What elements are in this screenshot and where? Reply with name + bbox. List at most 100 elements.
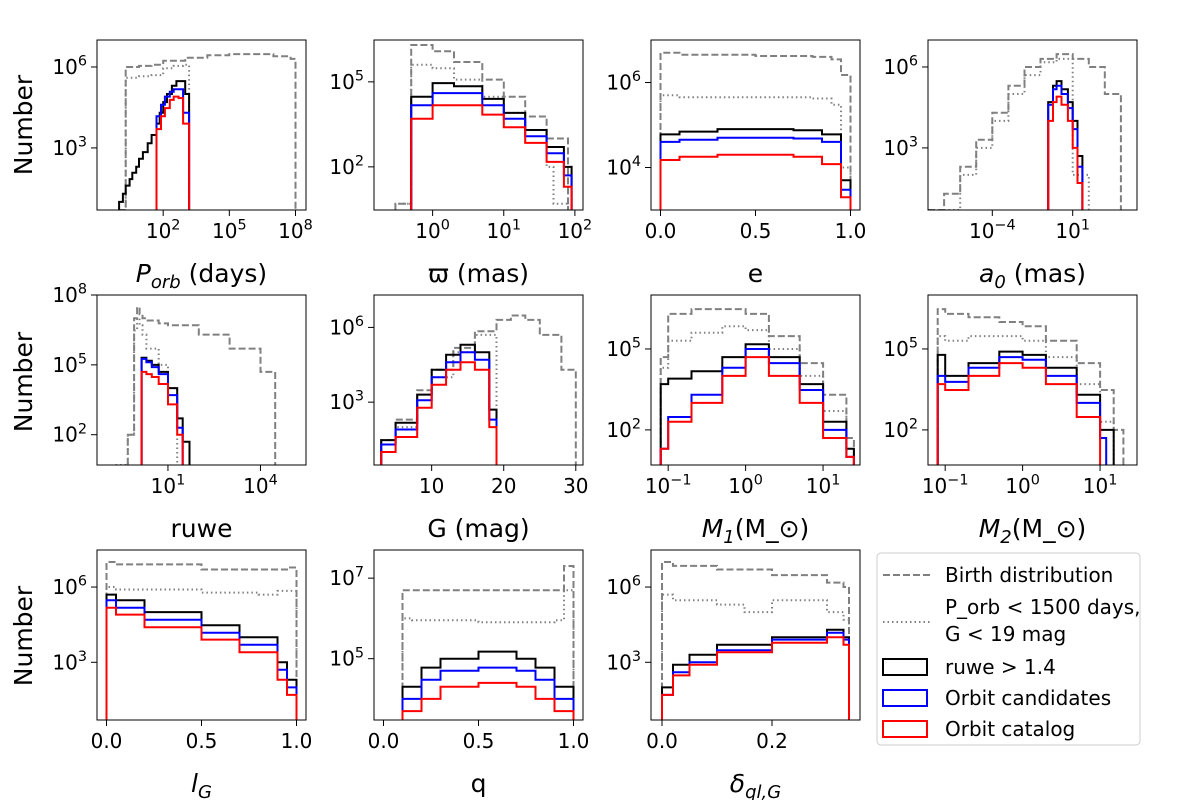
xtick-label-a0-0: 10−4 [969, 218, 1016, 243]
series-ruwe-m1 [659, 343, 855, 465]
ytick-label-q-0: 105 [329, 645, 364, 670]
xtick-label-dqlg-0: 0.0 [646, 729, 678, 753]
legend-box [876, 552, 1141, 746]
xlabel-m1: M1(M_⊙) [702, 514, 810, 548]
xtick-label-ecc-0: 0.0 [645, 219, 677, 243]
legend-ruwe-label: ruwe > 1.4 [945, 655, 1056, 679]
panel-dqlg: 0.0 0.2 103 106 δql,G [606, 549, 861, 800]
xlabel-ecc: e [748, 259, 763, 288]
axes-frame-a0 [927, 39, 1138, 211]
ytick-label-gmag-1: 106 [329, 314, 364, 339]
series-cut-m1 [659, 325, 855, 465]
series-cat-plx [410, 104, 573, 210]
xtick-label-plx-0: 100 [415, 218, 450, 243]
series-birth-lg [105, 561, 298, 720]
xtick-label-plx-1: 101 [486, 218, 521, 243]
series-cat-m1 [659, 356, 855, 465]
series-cand-plx [410, 92, 573, 210]
axes-frame-porb [96, 39, 307, 211]
ytick-label-ruwe-0: 102 [52, 421, 87, 446]
series-cut-a0 [944, 57, 1090, 210]
ylabel-row3: Number [9, 585, 38, 686]
series-cut-dqlg [661, 593, 850, 720]
series-cat-lg [105, 606, 298, 720]
series-cand-porb [155, 88, 191, 210]
ytick-label-m2-1: 105 [883, 336, 918, 361]
xtick-label-ecc-2: 1.0 [835, 219, 867, 243]
axes-frame-plx [373, 39, 584, 211]
xlabel-a0: a0 (mas) [979, 259, 1086, 293]
xtick-label-porb-0: 102 [146, 218, 181, 243]
series-cut-q [401, 589, 575, 720]
ytick-label-gmag-0: 103 [329, 389, 364, 414]
axes-frame-dqlg [650, 549, 861, 721]
series-ruwe-q [401, 650, 575, 720]
series-cat-ruwe [140, 370, 184, 465]
panel-lg: 0.0 0.5 1.0 103 106 lG [52, 549, 313, 800]
series-birth-q [401, 565, 575, 720]
series-cand-ecc [659, 136, 852, 210]
xlabel-gmag: G (mag) [427, 514, 529, 543]
xlabel-lg: lG [191, 769, 212, 800]
xtick-label-q-2: 1.0 [558, 729, 590, 753]
xtick-label-ecc-1: 0.5 [740, 219, 772, 243]
series-ruwe-m2 [936, 350, 1115, 465]
xtick-label-ruwe-1: 104 [243, 473, 278, 498]
ytick-label-ruwe-1: 105 [52, 351, 87, 376]
series-cat-ecc [659, 153, 852, 210]
axes-frame-m2 [927, 294, 1138, 466]
xtick-label-lg-0: 0.0 [91, 729, 123, 753]
ytick-label-lg-1: 106 [52, 574, 87, 599]
panel-porb: 102 105 108 103 106 Porb (days) [52, 39, 313, 293]
xlabel-m2: M2(M_⊙) [979, 514, 1087, 548]
xtick-label-m1-1: 100 [728, 473, 763, 498]
legend-birth-label: Birth distribution [945, 563, 1113, 587]
series-cand-q [401, 666, 575, 720]
xtick-label-ruwe-0: 101 [151, 473, 186, 498]
xtick-label-lg-1: 0.5 [186, 729, 218, 753]
series-cat-m2 [936, 362, 1102, 465]
series-cat-a0 [1047, 95, 1084, 210]
ytick-label-ruwe-2: 108 [52, 282, 87, 307]
xlabel-ruwe: ruwe [171, 514, 233, 543]
panel-ecc: 0.0 0.5 1.0 104 106 e [606, 39, 867, 288]
series-birth-gmag [380, 314, 577, 465]
ylabel-row2: Number [9, 331, 38, 432]
legend-cand-label: Orbit candidates [945, 686, 1111, 710]
ytick-label-porb-0: 103 [52, 135, 87, 160]
series-cat-dqlg [661, 636, 850, 720]
series-cand-m2 [936, 356, 1108, 465]
series-birth-ecc [659, 51, 852, 210]
ytick-label-ecc-0: 104 [606, 154, 641, 179]
xtick-label-porb-2: 108 [278, 218, 313, 243]
axes-frame-ruwe [96, 294, 307, 466]
ylabel-row1: Number [9, 74, 38, 175]
series-cut-lg [105, 586, 298, 720]
xlabel-plx: ϖ (mas) [428, 259, 529, 288]
xtick-label-q-1: 0.5 [463, 729, 495, 753]
legend-cut-label-line2: G < 19 mag [945, 622, 1066, 646]
panel-q: 0.0 0.5 1.0 105 107 q [329, 549, 590, 798]
ytick-label-ecc-1: 106 [606, 69, 641, 94]
xtick-label-porb-1: 105 [212, 218, 247, 243]
series-birth-m1 [659, 308, 855, 465]
series-birth-a0 [928, 53, 1122, 210]
ytick-label-dqlg-0: 103 [606, 649, 641, 674]
series-cut-plx [394, 63, 569, 210]
xtick-label-gmag-2: 30 [563, 474, 588, 498]
xlabel-porb: Porb (days) [136, 259, 267, 293]
series-birth-plx [394, 44, 569, 210]
xtick-label-lg-2: 1.0 [281, 729, 313, 753]
axes-frame-q [373, 549, 584, 721]
series-cut-ecc [659, 94, 852, 210]
series-cat-gmag [380, 361, 498, 465]
xlabel-q: q [471, 769, 487, 798]
xtick-label-a0-1: 101 [1055, 218, 1090, 243]
ytick-label-plx-0: 102 [329, 153, 364, 178]
xtick-label-m1-0: 10−1 [645, 473, 692, 498]
series-birth-m2 [936, 308, 1125, 465]
ytick-label-lg-0: 103 [52, 649, 87, 674]
xtick-label-dqlg-1: 0.2 [756, 729, 788, 753]
series-ruwe-porb [118, 80, 191, 210]
